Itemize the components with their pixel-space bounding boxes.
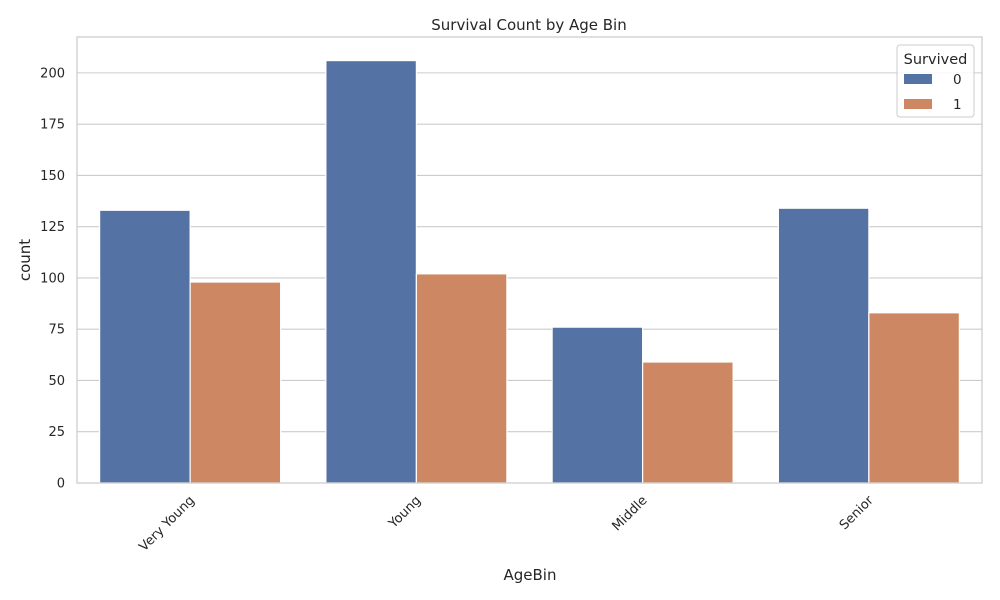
plot-frame — [76, 36, 983, 484]
legend-swatch-series-0 — [904, 74, 932, 84]
bar-senior-series-1 — [868, 312, 960, 484]
x-tick-label: Young — [385, 493, 424, 532]
x-axis-label: AgeBin — [504, 566, 557, 584]
y-tick-label: 175 — [40, 118, 65, 133]
y-tick-label: 125 — [40, 220, 65, 235]
legend-swatch-series-1 — [904, 99, 932, 109]
x-tick-label: Very Young — [136, 493, 197, 554]
bars — [99, 59, 960, 484]
bar-young-series-0 — [325, 59, 417, 484]
bar-very-young-series-1 — [189, 281, 282, 484]
y-tick-label: 150 — [40, 169, 65, 184]
bar-very-young-series-0 — [99, 209, 191, 484]
x-tick-label: Middle — [609, 493, 650, 534]
y-tick-label: 75 — [48, 323, 65, 338]
legend: Survived 0 1 — [896, 44, 975, 118]
chart-title: Survival Count by Age Bin — [431, 16, 626, 34]
legend-label-series-0: 0 — [953, 72, 962, 88]
y-tick-label: 0 — [57, 477, 65, 492]
x-tick-label: Senior — [837, 493, 877, 533]
y-tick-label: 100 — [40, 271, 65, 286]
bar-middle-series-1 — [642, 361, 734, 484]
y-axis-label: count — [16, 239, 34, 281]
y-tick-label: 200 — [40, 66, 65, 81]
y-tick-label: 25 — [48, 425, 65, 440]
legend-label-series-1: 1 — [953, 97, 962, 113]
bar-young-series-1 — [415, 273, 508, 484]
bar-middle-series-0 — [551, 326, 644, 484]
x-tick-labels: Very Young Young Middle Senior — [136, 493, 877, 555]
bar-senior-series-0 — [777, 207, 870, 484]
y-tick-labels: 0 25 50 75 100 125 150 175 200 — [40, 66, 65, 491]
legend-title: Survived — [904, 52, 968, 68]
y-tick-label: 50 — [48, 374, 65, 389]
